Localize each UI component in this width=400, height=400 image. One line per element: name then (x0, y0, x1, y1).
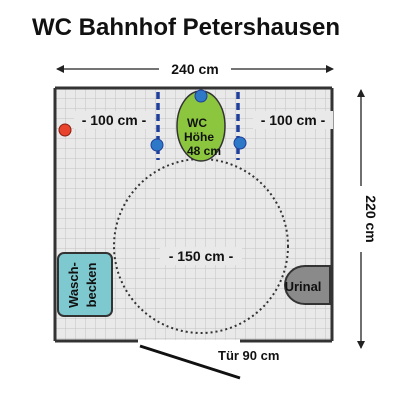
wc-label-line2: Höhe (184, 130, 214, 144)
depth-label: 220 cm (363, 195, 379, 242)
grab-bar-right-knob (233, 136, 247, 150)
sink-label-line1: Wasch- (66, 262, 81, 308)
right-clearance-label: - 100 cm - (261, 112, 326, 128)
urinal-label: Urinal (285, 279, 322, 294)
wc-label-line1: WC (187, 116, 207, 130)
left-clearance-label: - 100 cm - (82, 112, 147, 128)
sink (57, 252, 113, 317)
turning-label-bg (160, 247, 242, 265)
sink-label-line2: becken (84, 263, 99, 308)
turning-circle-label: - 150 cm - (169, 248, 234, 264)
turning-circle (113, 158, 289, 334)
page-title: WC Bahnhof Petershausen (32, 14, 341, 41)
grab-bar-left-knob (150, 138, 164, 152)
width-label-bg (159, 57, 231, 79)
door-label: Tür 90 cm (218, 348, 279, 363)
right-clearance-bg (253, 111, 333, 129)
urinal (284, 265, 331, 305)
door-leaf (139, 344, 241, 380)
alarm-button (58, 123, 72, 137)
depth-label-bg (350, 186, 372, 252)
left-clearance-bg (74, 111, 154, 129)
walls (53, 86, 334, 343)
wc-flush-button (194, 89, 208, 103)
width-label: 240 cm (171, 61, 218, 77)
wc-label-line3: 48 cm (187, 144, 221, 158)
